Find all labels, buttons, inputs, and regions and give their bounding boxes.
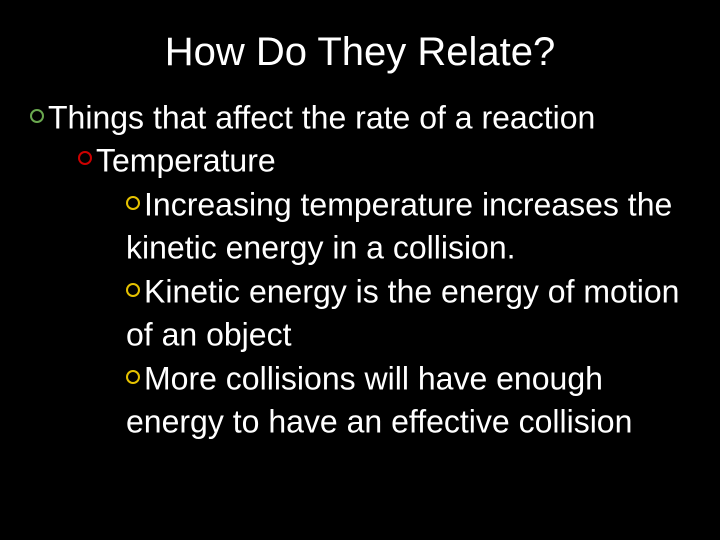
circle-bullet-icon bbox=[126, 283, 140, 297]
bullet-level3-item: Increasing temperature increases the kin… bbox=[30, 182, 690, 267]
bullet-level3-item: Kinetic energy is the energy of motion o… bbox=[30, 269, 690, 354]
bullet-level2: Temperature bbox=[30, 138, 690, 181]
bullet-level1: Things that affect the rate of a reactio… bbox=[30, 95, 690, 138]
slide-title: How Do They Relate? bbox=[30, 30, 690, 75]
level3-text: More collisions will have enough energy … bbox=[126, 361, 632, 440]
level3-text: Increasing temperature increases the kin… bbox=[126, 187, 672, 266]
level1-text: Things that affect the rate of a reactio… bbox=[48, 100, 595, 136]
circle-bullet-icon bbox=[78, 151, 92, 165]
circle-bullet-icon bbox=[126, 370, 140, 384]
circle-bullet-icon bbox=[30, 109, 44, 123]
level2-text: Temperature bbox=[96, 142, 276, 178]
bullet-level3-item: More collisions will have enough energy … bbox=[30, 356, 690, 441]
level3-text: Kinetic energy is the energy of motion o… bbox=[126, 274, 679, 353]
circle-bullet-icon bbox=[126, 196, 140, 210]
